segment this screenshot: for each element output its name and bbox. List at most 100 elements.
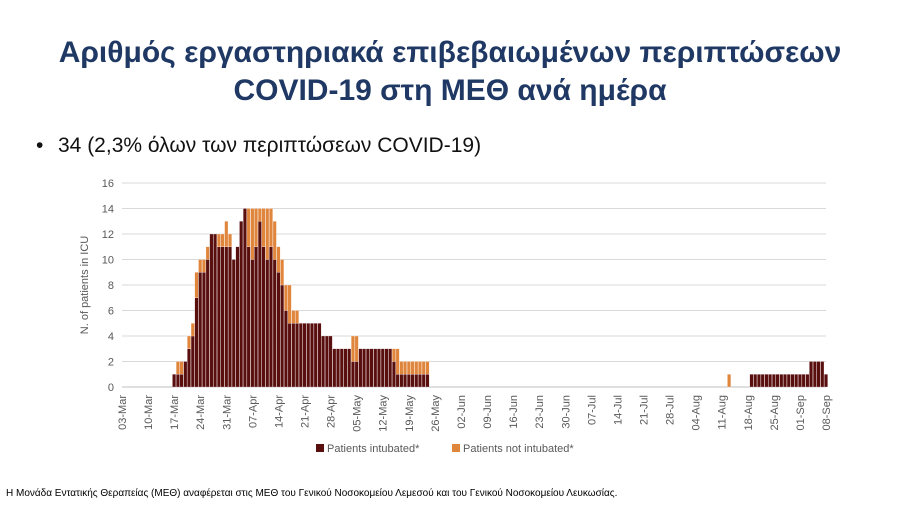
bar-intubated [414,374,419,388]
bar-intubated [377,348,381,388]
x-tick-label: 11-Aug [717,395,729,430]
bullet-dot-icon: • [36,134,44,157]
x-tick-label: 23-Jun [534,395,546,429]
x-tick-label: 28-Apr [326,395,338,428]
x-tick-label: 31-Mar [221,395,233,430]
bar-intubated [757,374,761,388]
bar-not-intubated [295,310,299,324]
bar-not-intubated [187,335,191,349]
x-tick-label: 12-May [378,395,390,432]
footnote: Η Μονάδα Εντατικής Θεραπείας (ΜΕΘ) αναφέ… [6,488,618,499]
bar-intubated [369,348,374,388]
bar-intubated [805,374,810,388]
bar-intubated [306,323,311,388]
bar-intubated [749,374,754,388]
bar-intubated [183,361,188,388]
x-tick-label: 03-Mar [117,395,129,430]
bar-intubated [406,374,411,388]
x-tick-label: 09-Jun [482,395,494,429]
bar-intubated [317,323,322,388]
bar-not-intubated [425,361,430,375]
bar-intubated [336,348,340,388]
legend-swatch-intubated [316,444,324,452]
bar-not-intubated [395,348,400,375]
y-tick-label: 16 [102,178,114,190]
bar-intubated [205,259,210,388]
bar-intubated [354,361,359,388]
bar-intubated [801,374,806,388]
bar-intubated [209,233,214,388]
x-tick-label: 19-May [404,395,416,432]
bar-not-intubated [287,284,292,324]
x-tick-label: 28-Jul [665,395,677,425]
bar-intubated [291,323,296,388]
bar-intubated [298,323,303,388]
bar-not-intubated [280,259,285,286]
bar-intubated [239,221,244,388]
bar-intubated [287,323,292,388]
bar-intubated [332,348,337,388]
bar-not-intubated [392,348,396,362]
bar-not-intubated [272,221,277,260]
bar-intubated [772,374,776,388]
x-tick-label: 08-Sep [821,395,833,430]
bar-not-intubated [291,310,296,324]
bar-intubated [187,348,191,388]
bar-intubated [421,374,426,388]
bar-not-intubated [269,208,273,247]
bar-not-intubated [276,246,281,273]
legend-label-intubated: Patients intubated* [327,443,420,455]
bar-intubated [753,374,758,388]
bar-intubated [295,323,299,388]
y-tick-label: 6 [108,306,114,318]
bar-intubated [358,348,363,388]
bar-intubated [798,374,802,388]
bar-intubated [179,374,184,388]
bar-intubated [395,374,400,388]
x-tick-label: 24-Mar [195,395,207,430]
y-tick-label: 0 [108,382,114,394]
bar-intubated [786,374,791,388]
x-tick-label: 17-Mar [169,395,181,430]
bar-intubated [313,323,318,388]
bar-not-intubated [198,259,203,273]
bar-not-intubated [399,361,404,375]
bar-intubated [362,348,366,388]
bar-not-intubated [246,208,251,247]
bar-intubated [425,374,430,388]
bar-intubated [284,310,288,388]
bar-not-intubated [220,233,225,247]
bar-intubated [347,348,352,388]
bar-intubated [176,374,180,388]
bar-intubated [198,272,203,388]
bar-intubated [816,361,821,388]
x-tick-label: 01-Sep [795,395,807,430]
x-tick-label: 30-Jun [560,395,572,429]
bar-intubated [243,208,247,388]
bar-not-intubated [228,233,232,247]
bar-intubated [280,284,285,388]
y-tick-label: 14 [102,204,114,216]
x-tick-label: 26-May [430,395,442,432]
bar-intubated [824,374,828,388]
x-tick-label: 02-Jun [456,395,468,429]
bar-not-intubated [257,208,262,222]
bar-intubated [190,335,195,388]
bar-not-intubated [261,208,266,247]
bar-intubated [794,374,799,388]
bar-intubated [269,246,273,388]
x-tick-label: 16-Jun [508,395,520,429]
bar-intubated [321,335,325,388]
bar-intubated [172,374,176,388]
bar-not-intubated [351,335,355,362]
bar-intubated [228,246,232,388]
y-tick-label: 8 [108,280,114,292]
bar-not-intubated [250,208,255,260]
bar-not-intubated [205,246,210,260]
bar-not-intubated [727,374,731,388]
x-tick-label: 21-Jul [638,395,650,425]
bar-intubated [779,374,784,388]
legend-label-not-intubated: Patients not intubated* [463,443,574,455]
bar-intubated [213,233,217,388]
